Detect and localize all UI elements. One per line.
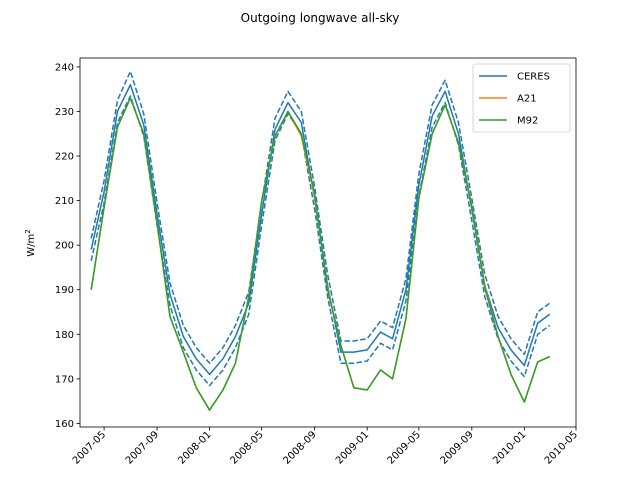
series-line-m92	[90, 97, 551, 411]
x-tick-label: 2009-05	[386, 429, 423, 466]
x-tick-label: 2007-05	[71, 429, 108, 466]
series-layer	[90, 70, 551, 411]
y-tick-label: 220	[55, 152, 74, 163]
x-tick-label: 2008-05	[228, 429, 265, 466]
x-tick-label: 2008-09	[281, 429, 318, 466]
x-tick-label: 2010-01	[491, 429, 528, 466]
x-tick-label: 2009-01	[334, 429, 371, 466]
x-tick-label: 2007-09	[124, 429, 161, 466]
y-tick-label: 160	[55, 419, 74, 430]
y-tick-label: 170	[55, 374, 74, 385]
series-line-ceres-bound-lower	[90, 95, 551, 387]
y-tick-label: 190	[55, 285, 74, 296]
legend-label-m92: M92	[517, 116, 538, 127]
y-axis-label-superscript: 2	[24, 229, 32, 233]
legend-box	[472, 63, 571, 133]
y-axis-label-unit: W/m	[26, 234, 37, 257]
series-line-ceres-bound-upper	[90, 70, 551, 365]
legend: CERES A21 M92	[472, 63, 571, 133]
y-tick-label: 180	[55, 330, 74, 341]
y-axis: 160 170 180 190 200 210 220 230 240	[55, 62, 80, 430]
y-tick-label: 230	[55, 107, 74, 118]
x-tick-label: 2009-09	[439, 429, 476, 466]
y-axis-label: W/m2	[24, 229, 37, 256]
y-tick-label: 240	[55, 62, 74, 73]
x-tick-label: 2008-01	[176, 429, 213, 466]
x-tick-label: 2010-05	[543, 429, 580, 466]
y-tick-label: 200	[55, 241, 74, 252]
y-tick-label: 210	[55, 196, 74, 207]
x-axis: 2007-05 2007-09 2008-01 2008-05 2008-09 2009-…	[71, 427, 580, 467]
plot-frame	[79, 57, 577, 428]
chart-title: Outgoing longwave all-sky	[241, 11, 400, 25]
legend-label-a21: A21	[517, 94, 537, 105]
legend-label-ceres: CERES	[517, 72, 550, 83]
